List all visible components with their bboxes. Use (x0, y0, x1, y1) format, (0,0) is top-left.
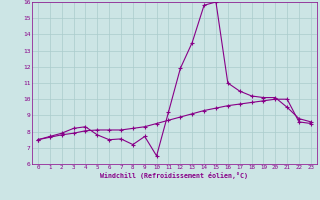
X-axis label: Windchill (Refroidissement éolien,°C): Windchill (Refroidissement éolien,°C) (100, 172, 248, 179)
